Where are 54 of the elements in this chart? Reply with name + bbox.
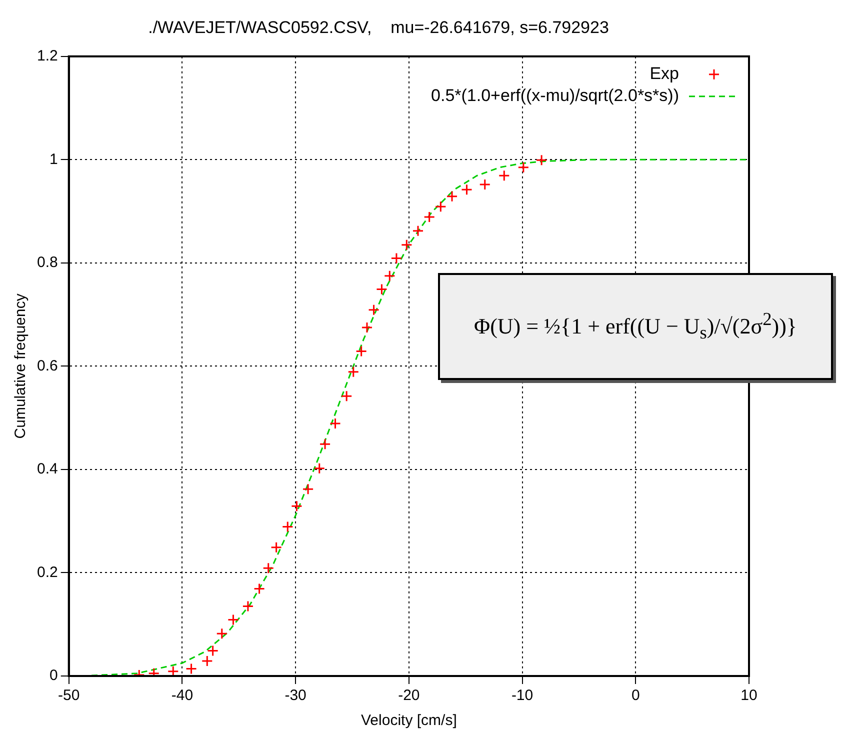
point [227, 614, 239, 626]
point [412, 225, 424, 237]
point [434, 200, 446, 212]
point [329, 418, 341, 430]
point [290, 500, 302, 512]
y-axis-title: Cumulative frequency [12, 293, 30, 439]
point [356, 345, 368, 357]
x-axis-title: Velocity [cm/s] [360, 712, 457, 730]
point [319, 438, 331, 450]
point [207, 644, 219, 656]
point [390, 252, 402, 264]
y-tick-label: 0 [50, 667, 58, 684]
point [384, 270, 396, 282]
point [368, 304, 380, 316]
point [167, 666, 179, 676]
point [270, 542, 282, 554]
x-tick-label: -40 [171, 687, 194, 704]
y-tick-label: 0.2 [36, 564, 58, 581]
point [242, 600, 254, 612]
point [216, 628, 228, 640]
point [460, 184, 472, 196]
point [376, 284, 388, 296]
point [536, 154, 548, 166]
point [254, 582, 266, 594]
point [302, 483, 314, 495]
formula-box: Φ(U) = ½{1 + erf((U − U$_{s}$)/√(2σ$^{2}$))} [438, 273, 833, 380]
y-tick-label: 0.8 [36, 254, 58, 272]
x-tick-label: -30 [284, 687, 306, 704]
chart-title: ./WAVEJET/WASC0592.CSV, mu=-26.641679, s=6.792923 [148, 18, 609, 37]
point [498, 170, 510, 182]
point [282, 521, 294, 533]
x-tick-label: 10 [740, 687, 758, 704]
x-tick-label: -10 [511, 687, 534, 704]
x-tick-label: 0 [631, 687, 640, 704]
point [201, 655, 213, 667]
point [348, 366, 360, 378]
y-tick-label: 1.2 [36, 48, 58, 65]
point [446, 190, 458, 202]
x-tick-label: -20 [398, 687, 420, 704]
point [262, 562, 274, 574]
point [518, 162, 530, 174]
legend-label: 0.5*(1.0+erf((x-mu)/sqrt(2.0*s*s)) [431, 86, 679, 106]
point [424, 211, 436, 223]
point [314, 462, 326, 474]
point [340, 390, 352, 402]
point [361, 322, 373, 334]
y-tick-label: 0.6 [36, 357, 58, 374]
y-tick-label: 1 [50, 150, 58, 168]
y-tick-label: 0.4 [36, 460, 58, 478]
point [186, 663, 198, 675]
legend-label: Exp [650, 64, 679, 84]
x-tick-label: -50 [58, 687, 80, 704]
point [400, 239, 412, 251]
point [479, 178, 491, 190]
